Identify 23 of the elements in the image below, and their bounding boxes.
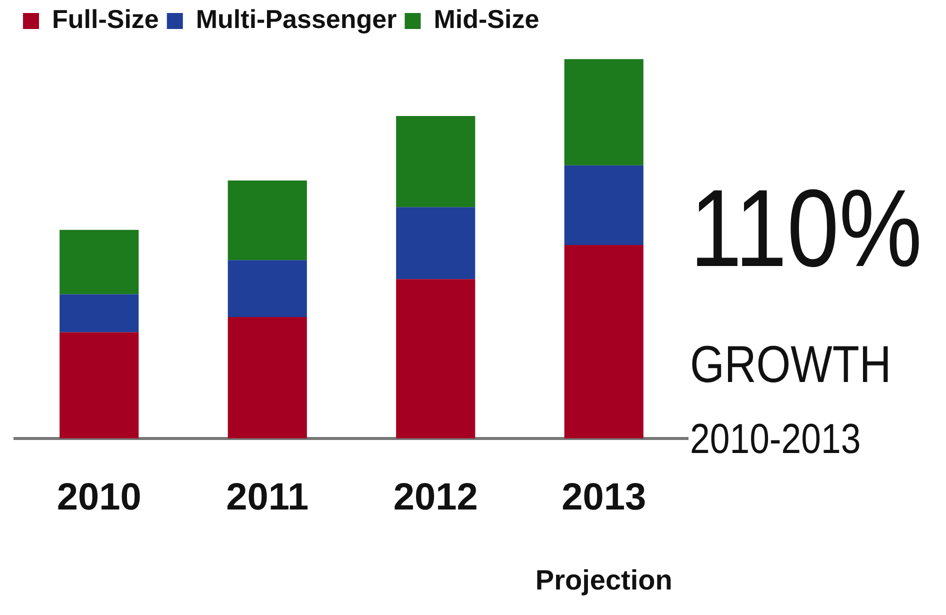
legend-label: Mid-Size [434, 4, 540, 34]
x-tick-label: 2011 [226, 476, 309, 519]
x-tick-label: 2013 [562, 476, 646, 519]
bar [228, 317, 307, 438]
bar [396, 279, 476, 438]
bar [396, 116, 476, 208]
x-tick-label: 2010 [56, 476, 142, 519]
bar [60, 332, 139, 438]
bar [564, 244, 644, 438]
bar [564, 59, 644, 166]
legend-label: Full-Size [52, 4, 159, 34]
text: Projection [535, 564, 672, 596]
bar [228, 180, 307, 260]
bar [564, 165, 644, 245]
bar [60, 294, 139, 332]
legend-label: Multi-Passenger [196, 4, 397, 34]
x-tick-label: 2012 [393, 476, 478, 519]
bar [396, 207, 476, 280]
bar [228, 260, 307, 318]
bar [60, 230, 139, 294]
text: 110% [690, 166, 922, 292]
text: 2010-2013 [690, 415, 861, 463]
text: GROWTH [690, 335, 892, 395]
